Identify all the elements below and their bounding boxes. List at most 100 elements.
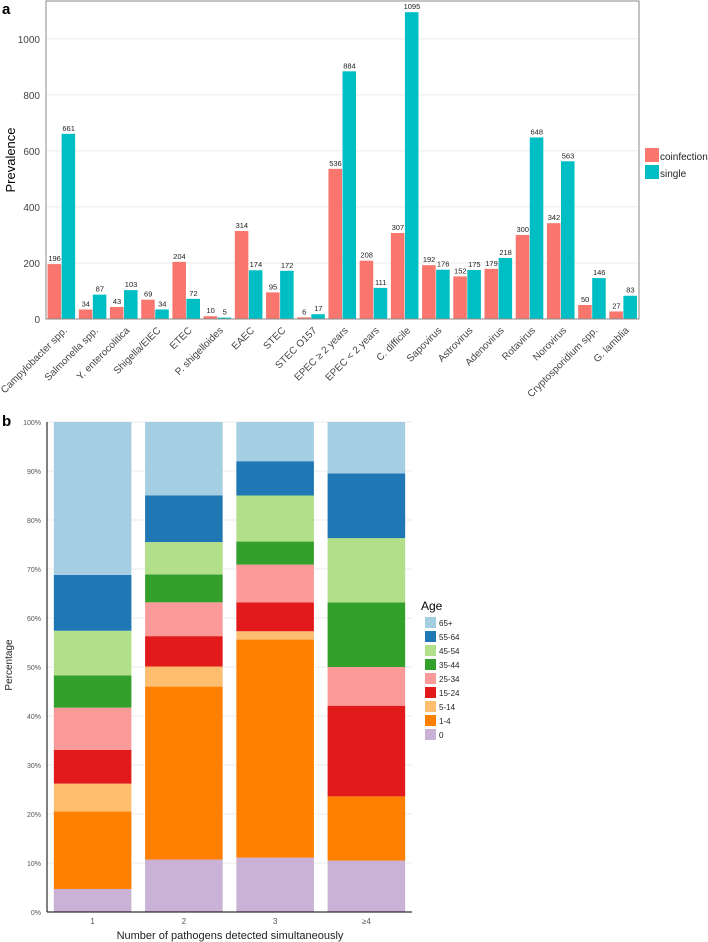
b-x-axis-title: Number of pathogens detected simultaneou… bbox=[117, 930, 344, 942]
a-bar-coinfection bbox=[453, 276, 467, 319]
a-data-label: 10 bbox=[206, 306, 214, 315]
b-segment-25-34 bbox=[145, 602, 223, 637]
a-data-label: 87 bbox=[96, 285, 104, 294]
a-bar-single bbox=[404, 12, 419, 319]
b-legend-title: Age bbox=[421, 599, 443, 613]
a-data-label: 536 bbox=[329, 159, 342, 168]
b-segment-15-24 bbox=[236, 602, 314, 632]
a-y-tick-label: 200 bbox=[23, 259, 40, 270]
b-segment-35-44 bbox=[327, 602, 406, 667]
b-legend-swatch bbox=[425, 729, 436, 740]
a-bar-coinfection bbox=[234, 231, 249, 319]
a-bar-single bbox=[61, 133, 76, 319]
a-data-label: 563 bbox=[562, 151, 575, 160]
a-bar-single bbox=[529, 137, 544, 319]
a-data-label: 43 bbox=[113, 297, 121, 306]
chart-b: 0% 10% 20% 30% 40% 50% 60% 70% 80% 90% 100% 1 2 3 ≥4 65… bbox=[23, 420, 460, 926]
a-bar-coinfection bbox=[546, 223, 561, 319]
b-legend-swatch bbox=[425, 687, 436, 698]
a-x-tick-label: EPEC < 2 years bbox=[324, 325, 382, 383]
a-bar-coinfection bbox=[328, 168, 342, 319]
a-bar-single bbox=[498, 257, 513, 319]
a-bar-coinfection bbox=[578, 304, 592, 319]
a-data-label: 300 bbox=[516, 225, 529, 234]
a-bar-coinfection bbox=[359, 260, 374, 319]
b-y-tick-label: 50% bbox=[27, 665, 41, 672]
a-y-axis-title: Prevalence bbox=[3, 127, 18, 192]
a-bar-coinfection bbox=[172, 261, 186, 319]
b-legend-swatch bbox=[425, 645, 436, 656]
b-legend-label: 25-34 bbox=[439, 675, 460, 684]
a-bar-single bbox=[560, 161, 575, 319]
a-bar-single bbox=[124, 290, 138, 319]
b-segment-45-54 bbox=[53, 630, 132, 676]
b-x-tick-label: 3 bbox=[273, 917, 278, 926]
b-y-tick-label: 100% bbox=[23, 420, 41, 427]
b-segment-45-54 bbox=[327, 538, 406, 603]
a-data-label: 218 bbox=[499, 248, 512, 257]
a-bar-coinfection bbox=[47, 264, 62, 319]
b-legend-swatch bbox=[425, 659, 436, 670]
b-segment-35-44 bbox=[236, 541, 314, 565]
a-legend-swatch bbox=[645, 165, 659, 179]
a-y-tick-label: 600 bbox=[23, 147, 40, 158]
a-data-label: 204 bbox=[173, 252, 186, 261]
b-segment-55-64 bbox=[236, 461, 314, 496]
a-data-label: 192 bbox=[423, 255, 436, 264]
a-bar-coinfection bbox=[109, 306, 124, 319]
a-data-label: 174 bbox=[250, 260, 263, 269]
a-data-label: 179 bbox=[485, 259, 498, 268]
a-data-label: 146 bbox=[593, 268, 606, 277]
a-x-tick-label: ETEC bbox=[168, 325, 195, 352]
a-data-label: 208 bbox=[360, 251, 373, 260]
b-segment-5-14 bbox=[53, 783, 132, 812]
a-x-tick-label: STEC bbox=[262, 325, 289, 352]
a-bar-coinfection bbox=[422, 265, 436, 319]
a-y-tick-label: 800 bbox=[23, 91, 40, 102]
b-segment-15-24 bbox=[327, 705, 406, 797]
a-bar-coinfection bbox=[297, 317, 311, 319]
b-segment-1-4 bbox=[53, 811, 132, 889]
b-legend-label: 45-54 bbox=[439, 647, 460, 656]
a-data-label: 72 bbox=[189, 289, 197, 298]
b-legend-swatch bbox=[425, 617, 436, 628]
a-data-label: 95 bbox=[269, 282, 277, 291]
a-legend-swatch bbox=[645, 148, 659, 162]
a-data-label: 1095 bbox=[404, 2, 421, 11]
b-legend-label: 35-44 bbox=[439, 661, 460, 670]
b-y-tick-label: 60% bbox=[27, 616, 41, 623]
a-data-label: 661 bbox=[62, 124, 75, 133]
b-y-tick-label: 30% bbox=[27, 763, 41, 770]
b-segment-65+ bbox=[236, 422, 314, 462]
a-legend-label: coinfection bbox=[660, 152, 708, 163]
b-legend-swatch bbox=[425, 701, 436, 712]
a-data-label: 6 bbox=[302, 307, 306, 316]
a-data-label: 34 bbox=[158, 299, 166, 308]
a-bar-single bbox=[92, 294, 107, 319]
a-bar-coinfection bbox=[390, 232, 405, 319]
b-segment-65+ bbox=[327, 422, 406, 474]
b-legend-label: 5-14 bbox=[439, 703, 456, 712]
b-segment-0 bbox=[327, 860, 406, 912]
a-data-label: 884 bbox=[343, 61, 356, 70]
a-data-label: 172 bbox=[281, 261, 294, 270]
b-segment-1-4 bbox=[145, 686, 223, 860]
b-segment-15-24 bbox=[145, 636, 223, 667]
b-segment-55-64 bbox=[327, 473, 406, 539]
a-bar-coinfection bbox=[515, 234, 530, 319]
a-data-label: 196 bbox=[48, 254, 61, 263]
b-legend-label: 1-4 bbox=[439, 717, 451, 726]
a-data-label: 50 bbox=[581, 295, 589, 304]
a-bar-single bbox=[155, 309, 169, 319]
b-segment-25-34 bbox=[327, 667, 406, 706]
b-segment-0 bbox=[53, 888, 132, 912]
a-bar-single bbox=[623, 295, 637, 319]
a-bar-single bbox=[186, 298, 200, 319]
a-bar-single bbox=[280, 270, 294, 319]
b-legend-label: 65+ bbox=[439, 619, 453, 628]
a-data-label: 27 bbox=[612, 301, 620, 310]
b-segment-35-44 bbox=[145, 574, 223, 603]
b-segment-55-64 bbox=[145, 495, 223, 543]
